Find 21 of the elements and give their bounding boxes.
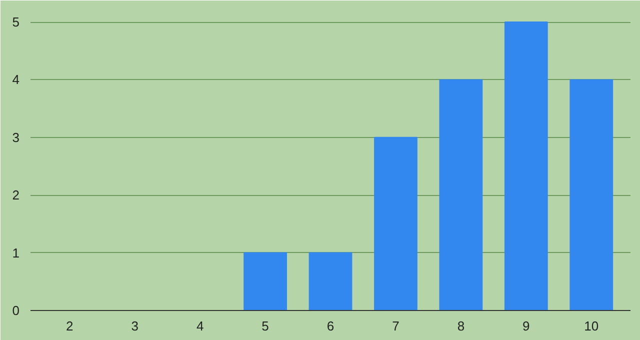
bar xyxy=(504,22,548,310)
y-tick-label: 4 xyxy=(12,72,20,88)
bar xyxy=(570,79,614,310)
x-tick-label: 6 xyxy=(326,318,334,334)
y-tick-label: 1 xyxy=(12,245,20,260)
bar xyxy=(374,136,418,310)
x-tick-label: 2 xyxy=(66,318,74,334)
x-tick-label: 5 xyxy=(262,318,269,334)
y-tick-label: 3 xyxy=(12,130,20,145)
bar xyxy=(244,252,287,310)
x-tick-label: 7 xyxy=(392,318,400,334)
x-tick-label: 4 xyxy=(196,318,204,334)
x-tick-label: 9 xyxy=(522,318,530,334)
y-tick-label: 5 xyxy=(12,14,20,30)
x-tick-label: 3 xyxy=(131,318,138,334)
bar xyxy=(308,252,352,310)
bar xyxy=(439,79,483,310)
x-tick-label: 8 xyxy=(457,318,465,334)
x-tick-label: 10 xyxy=(584,318,599,334)
y-tick-label: 2 xyxy=(12,188,20,203)
y-tick-label: 0 xyxy=(12,303,20,318)
